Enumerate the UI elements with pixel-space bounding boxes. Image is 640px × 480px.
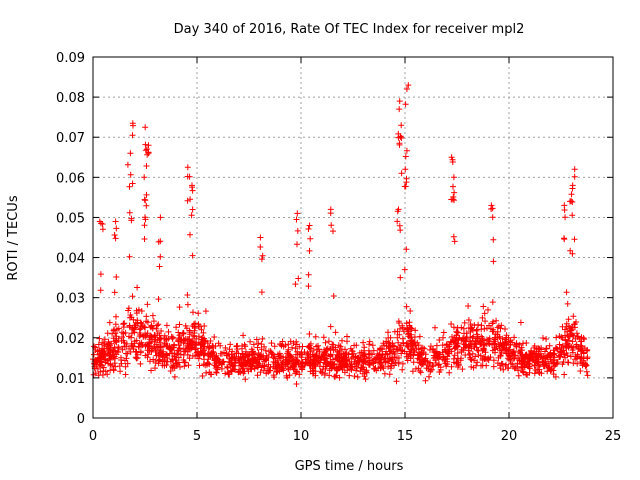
y-tick-label: 0.04 [56,252,85,267]
y-tick-label: 0.09 [56,51,85,66]
y-tick-label: 0.03 [56,292,85,307]
axis-ticks [92,56,614,419]
y-tick-label: 0.01 [56,372,85,387]
y-tick-label: 0.02 [56,332,85,347]
x-tick-label: 5 [193,429,201,444]
y-tick-label: 0.07 [56,131,85,146]
y-tick-label: 0.06 [56,171,85,186]
y-axis-label: ROTI / TECUs [6,195,21,280]
scatter-plus-markers [90,82,591,387]
x-tick-label: 15 [397,429,414,444]
y-tick-labels: 0 0.01 0.02 0.03 0.04 0.05 0.06 0.07 0.08 0.09 [56,51,85,427]
y-tick-label: 0.08 [56,91,85,106]
x-axis-label: GPS time / hours [295,459,404,474]
data-points [90,82,591,387]
plot-frame [92,56,614,419]
x-tick-label: 10 [293,429,310,444]
grid-lines [93,57,613,418]
x-tick-label: 25 [605,429,622,444]
x-tick-label: 0 [89,429,97,444]
y-tick-label: 0.05 [56,211,85,226]
chart-title: Day 340 of 2016, Rate Of TEC Index for r… [174,22,525,37]
x-tick-labels: 0 5 10 15 20 25 [89,429,621,444]
y-tick-label: 0 [77,412,85,427]
x-tick-label: 20 [501,429,518,444]
